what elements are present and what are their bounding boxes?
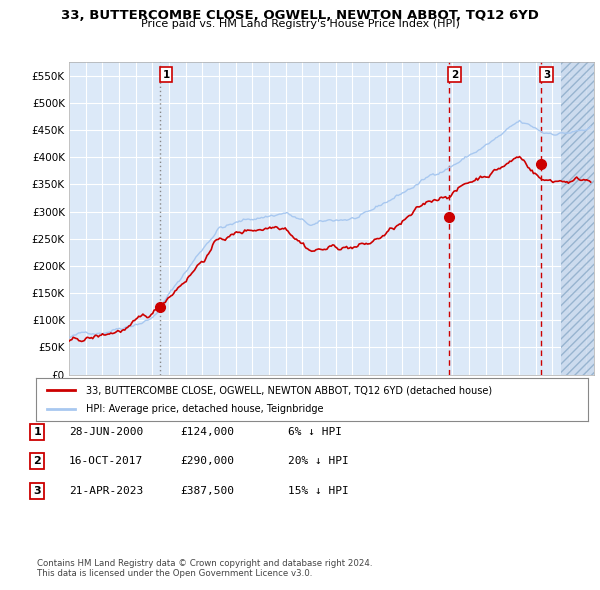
Text: This data is licensed under the Open Government Licence v3.0.: This data is licensed under the Open Gov…: [37, 569, 313, 578]
Text: 21-APR-2023: 21-APR-2023: [69, 486, 143, 496]
Text: HPI: Average price, detached house, Teignbridge: HPI: Average price, detached house, Teig…: [86, 404, 323, 414]
Text: 28-JUN-2000: 28-JUN-2000: [69, 427, 143, 437]
Text: 2: 2: [451, 70, 458, 80]
Text: 1: 1: [163, 70, 170, 80]
Text: £124,000: £124,000: [180, 427, 234, 437]
Text: 33, BUTTERCOMBE CLOSE, OGWELL, NEWTON ABBOT, TQ12 6YD: 33, BUTTERCOMBE CLOSE, OGWELL, NEWTON AB…: [61, 9, 539, 22]
Text: 6% ↓ HPI: 6% ↓ HPI: [288, 427, 342, 437]
Text: Contains HM Land Registry data © Crown copyright and database right 2024.: Contains HM Land Registry data © Crown c…: [37, 559, 373, 568]
Text: 3: 3: [543, 70, 550, 80]
Text: 33, BUTTERCOMBE CLOSE, OGWELL, NEWTON ABBOT, TQ12 6YD (detached house): 33, BUTTERCOMBE CLOSE, OGWELL, NEWTON AB…: [86, 385, 492, 395]
Text: 2: 2: [34, 457, 41, 466]
Text: £387,500: £387,500: [180, 486, 234, 496]
Text: 1: 1: [34, 427, 41, 437]
Text: 3: 3: [34, 486, 41, 496]
Bar: [560, 62, 594, 375]
Text: £290,000: £290,000: [180, 457, 234, 466]
Text: 20% ↓ HPI: 20% ↓ HPI: [288, 457, 349, 466]
Text: 16-OCT-2017: 16-OCT-2017: [69, 457, 143, 466]
Text: 15% ↓ HPI: 15% ↓ HPI: [288, 486, 349, 496]
Text: Price paid vs. HM Land Registry's House Price Index (HPI): Price paid vs. HM Land Registry's House …: [140, 19, 460, 30]
